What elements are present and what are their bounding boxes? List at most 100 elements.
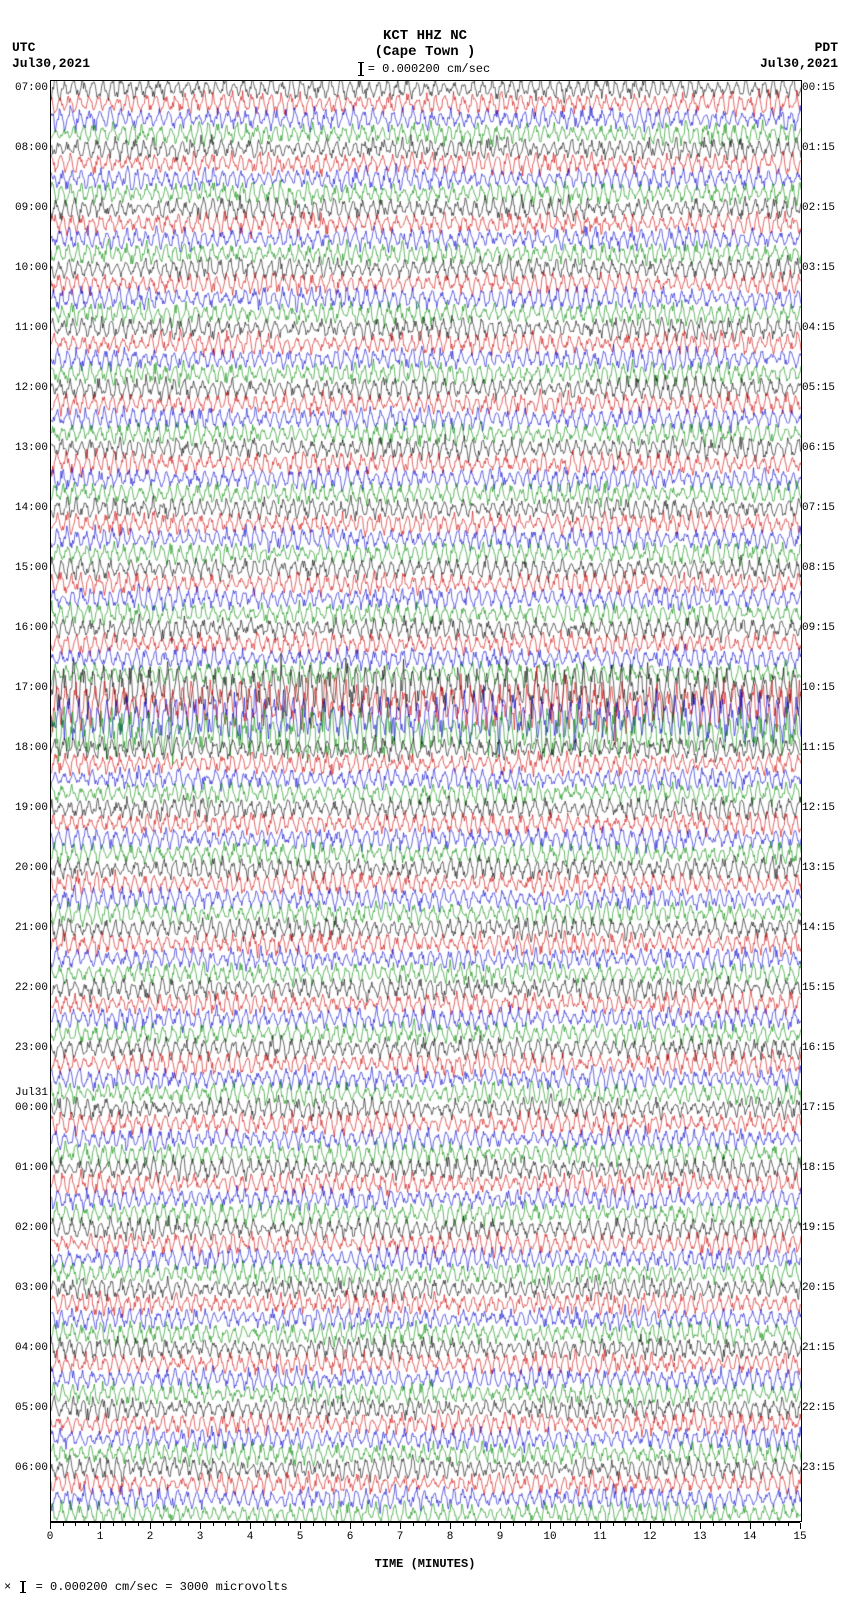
- x-axis-ticks: 0123456789101112131415: [50, 1522, 800, 1537]
- x-tick-label: 4: [247, 1531, 254, 1543]
- left-time-label: 00:00: [6, 1102, 48, 1114]
- x-tick-minor: [525, 1523, 526, 1526]
- x-tick-minor: [738, 1523, 739, 1526]
- x-axis-label: TIME (MINUTES): [50, 1537, 800, 1571]
- x-tick-minor: [313, 1523, 314, 1526]
- left-time-label: 01:00: [6, 1162, 48, 1174]
- right-time-label: 16:15: [802, 1042, 844, 1054]
- x-tick-minor: [588, 1523, 589, 1526]
- x-tick-minor: [363, 1523, 364, 1526]
- x-tick-minor: [75, 1523, 76, 1526]
- x-tick: [700, 1523, 701, 1529]
- left-time-label: 12:00: [6, 382, 48, 394]
- x-tick-minor: [763, 1523, 764, 1526]
- left-time-label: 06:00: [6, 1462, 48, 1474]
- x-tick-minor: [225, 1523, 226, 1526]
- x-tick-minor: [138, 1523, 139, 1526]
- left-time-label: 07:00: [6, 82, 48, 94]
- right-time-label: 09:15: [802, 622, 844, 634]
- x-tick-minor: [563, 1523, 564, 1526]
- x-tick: [300, 1523, 301, 1529]
- left-time-label: 08:00: [6, 142, 48, 154]
- x-tick: [100, 1523, 101, 1529]
- x-tick-minor: [175, 1523, 176, 1526]
- x-tick-minor: [788, 1523, 789, 1526]
- left-time-label: 21:00: [6, 922, 48, 934]
- left-time-label: 18:00: [6, 742, 48, 754]
- tz-right-label: PDT: [815, 40, 838, 55]
- left-time-label: Jul31: [6, 1087, 48, 1099]
- x-tick-minor: [513, 1523, 514, 1526]
- x-tick-minor: [638, 1523, 639, 1526]
- x-tick-minor: [188, 1523, 189, 1526]
- x-tick-minor: [775, 1523, 776, 1526]
- x-tick-minor: [113, 1523, 114, 1526]
- left-time-label: 16:00: [6, 622, 48, 634]
- x-tick-minor: [625, 1523, 626, 1526]
- left-time-label: 09:00: [6, 202, 48, 214]
- x-tick-label: 8: [447, 1531, 454, 1543]
- x-tick-label: 5: [297, 1531, 304, 1543]
- x-tick-minor: [275, 1523, 276, 1526]
- left-time-label: 13:00: [6, 442, 48, 454]
- x-tick: [650, 1523, 651, 1529]
- seismogram-canvas: [50, 80, 802, 1522]
- footer-scale-bar-icon: [22, 1581, 24, 1593]
- x-tick-label: 3: [197, 1531, 204, 1543]
- x-tick: [550, 1523, 551, 1529]
- right-time-label: 20:15: [802, 1282, 844, 1294]
- right-time-label: 17:15: [802, 1102, 844, 1114]
- left-time-label: 05:00: [6, 1402, 48, 1414]
- x-tick: [800, 1523, 801, 1529]
- x-tick-label: 12: [643, 1531, 656, 1543]
- right-time-label: 07:15: [802, 502, 844, 514]
- x-tick-label: 11: [593, 1531, 606, 1543]
- x-tick-minor: [425, 1523, 426, 1526]
- right-time-label: 23:15: [802, 1462, 844, 1474]
- location-title: (Cape Town ): [0, 44, 850, 60]
- left-time-label: 02:00: [6, 1222, 48, 1234]
- x-tick: [750, 1523, 751, 1529]
- x-tick-minor: [325, 1523, 326, 1526]
- x-tick: [50, 1523, 51, 1529]
- left-time-label: 03:00: [6, 1282, 48, 1294]
- x-tick-minor: [125, 1523, 126, 1526]
- utc-time-labels: 07:0008:0009:0010:0011:0012:0013:0014:00…: [6, 80, 48, 1520]
- x-tick-minor: [613, 1523, 614, 1526]
- x-tick-minor: [675, 1523, 676, 1526]
- right-time-label: 14:15: [802, 922, 844, 934]
- right-time-label: 08:15: [802, 562, 844, 574]
- right-time-label: 03:15: [802, 262, 844, 274]
- x-tick-minor: [213, 1523, 214, 1526]
- x-tick: [200, 1523, 201, 1529]
- x-tick: [150, 1523, 151, 1529]
- right-time-label: 12:15: [802, 802, 844, 814]
- scale-indicator: = 0.000200 cm/sec: [0, 60, 850, 76]
- left-time-label: 10:00: [6, 262, 48, 274]
- x-tick: [250, 1523, 251, 1529]
- right-time-label: 22:15: [802, 1402, 844, 1414]
- x-tick-label: 13: [693, 1531, 706, 1543]
- x-tick-label: 6: [347, 1531, 354, 1543]
- x-tick: [400, 1523, 401, 1529]
- footer-text: = 0.000200 cm/sec = 3000 microvolts: [36, 1580, 288, 1594]
- helicorder-plot: 07:0008:0009:0010:0011:0012:0013:0014:00…: [0, 80, 850, 1562]
- x-tick-minor: [388, 1523, 389, 1526]
- right-time-label: 02:15: [802, 202, 844, 214]
- x-tick: [450, 1523, 451, 1529]
- x-tick-minor: [413, 1523, 414, 1526]
- right-time-label: 19:15: [802, 1222, 844, 1234]
- x-tick-label: 2: [147, 1531, 154, 1543]
- scale-text: = 0.000200 cm/sec: [368, 62, 490, 76]
- x-tick-minor: [288, 1523, 289, 1526]
- seismogram-traces: [51, 81, 801, 1521]
- x-tick-label: 0: [47, 1531, 54, 1543]
- x-tick-label: 14: [743, 1531, 756, 1543]
- left-time-label: 22:00: [6, 982, 48, 994]
- right-time-label: 21:15: [802, 1342, 844, 1354]
- right-time-label: 04:15: [802, 322, 844, 334]
- x-tick-minor: [663, 1523, 664, 1526]
- tz-left-label: UTC: [12, 40, 35, 55]
- x-tick-minor: [475, 1523, 476, 1526]
- x-tick-label: 15: [793, 1531, 806, 1543]
